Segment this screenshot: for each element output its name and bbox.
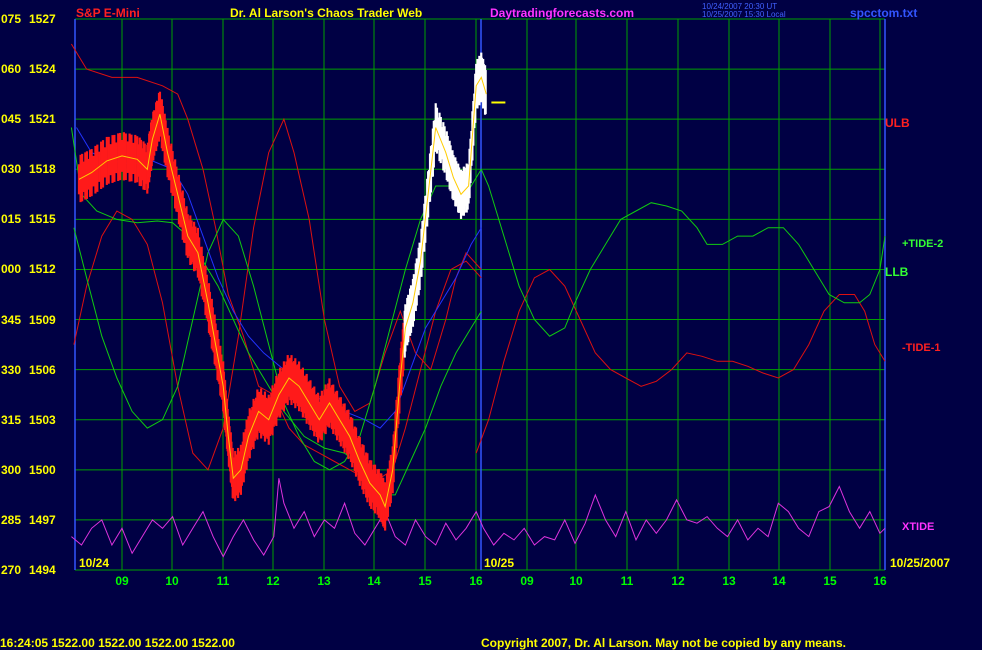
chart-title: Dr. Al Larson's Chaos Trader Web <box>230 6 423 20</box>
y-label-angle: 345 <box>1 312 22 327</box>
y-label-price: 1500 <box>29 462 56 477</box>
x-tick-label: 15 <box>823 574 837 588</box>
y-label-angle: 300 <box>1 462 22 477</box>
price-trend-line <box>78 76 487 509</box>
llb-line <box>70 127 482 496</box>
local-stamp: 10/25/2007 15:30 Local <box>702 10 786 19</box>
x-tick-label: 11 <box>217 574 230 588</box>
y-label-angle: 270 <box>1 563 22 577</box>
x-tick-label: 09 <box>520 574 534 588</box>
y-label-price: 1494 <box>29 563 56 577</box>
y-label-angle: 015 <box>1 212 22 227</box>
x-tick-label: 15 <box>418 574 432 588</box>
y-label-angle: 000 <box>1 262 22 277</box>
x-tick-label: 16 <box>469 574 483 588</box>
y-label-angle: 330 <box>1 362 22 377</box>
tide1-line <box>475 268 886 454</box>
y-label-angle: 075 <box>1 12 22 26</box>
x-tick-label: 13 <box>722 574 736 588</box>
tide-red-line <box>73 117 482 471</box>
site-link[interactable]: Daytradingforecasts.com <box>490 6 635 20</box>
chart-grid: 09 10 11 12 13 14 15 16 09 10 11 12 13 14 15 16 <box>74 18 887 588</box>
tide2-label: +TIDE-2 <box>902 238 944 250</box>
x-tick-label: 10 <box>165 574 179 588</box>
x-tick-label: 16 <box>873 574 887 588</box>
x-tick-label: 14 <box>772 574 786 588</box>
mid-date-label: 10/25 <box>484 556 515 570</box>
x-tick-label: 12 <box>671 574 685 588</box>
last-quote: 16:24:05 1522.00 1522.00 1522.00 1522.00 <box>0 636 235 650</box>
y-label-price: 1497 <box>29 512 56 527</box>
y-label-angle: 045 <box>1 112 22 127</box>
y-label-price: 1515 <box>29 212 56 227</box>
x-tick-label: 14 <box>367 574 381 588</box>
x-tick-label: 13 <box>317 574 331 588</box>
x-tick-label: 12 <box>266 574 280 588</box>
chart-series <box>70 43 886 558</box>
y-label-angle: 030 <box>1 162 22 177</box>
xtide-label: XTIDE <box>902 521 935 533</box>
y-label-price: 1506 <box>29 362 56 377</box>
y-label-price: 1503 <box>29 412 56 427</box>
y-label-angle: 285 <box>1 512 22 527</box>
utc-stamp: 10/24/2007 20:30 UT <box>702 2 778 11</box>
y-label-price: 1527 <box>29 12 56 26</box>
y-label-price: 1518 <box>29 162 56 177</box>
y-label-price: 1509 <box>29 312 56 327</box>
x-tick-label: 09 <box>115 574 129 588</box>
ulb-line <box>70 43 482 479</box>
copyright-notice: Copyright 2007, Dr. Al Larson. May not b… <box>481 636 846 650</box>
ulb-label: ULB <box>885 116 910 130</box>
y-label-angle: 060 <box>1 62 22 77</box>
y-label-price: 1512 <box>29 262 56 277</box>
data-file: spcctom.txt <box>850 6 918 20</box>
y-label-price: 1524 <box>29 62 56 77</box>
y-label-angle: 315 <box>1 412 22 427</box>
tide1-label: -TIDE-1 <box>902 342 941 354</box>
x-tick-label: 10 <box>569 574 583 588</box>
start-date-label: 10/24 <box>79 556 110 570</box>
xtide-line <box>71 478 886 558</box>
end-date-label: 10/25/2007 <box>890 556 951 570</box>
y-label-price: 1521 <box>29 112 56 127</box>
llb-label: LLB <box>885 265 909 279</box>
x-tick-label: 11 <box>621 574 634 588</box>
symbol-label: S&P E-Mini <box>76 6 140 20</box>
tide2-line <box>73 168 886 471</box>
